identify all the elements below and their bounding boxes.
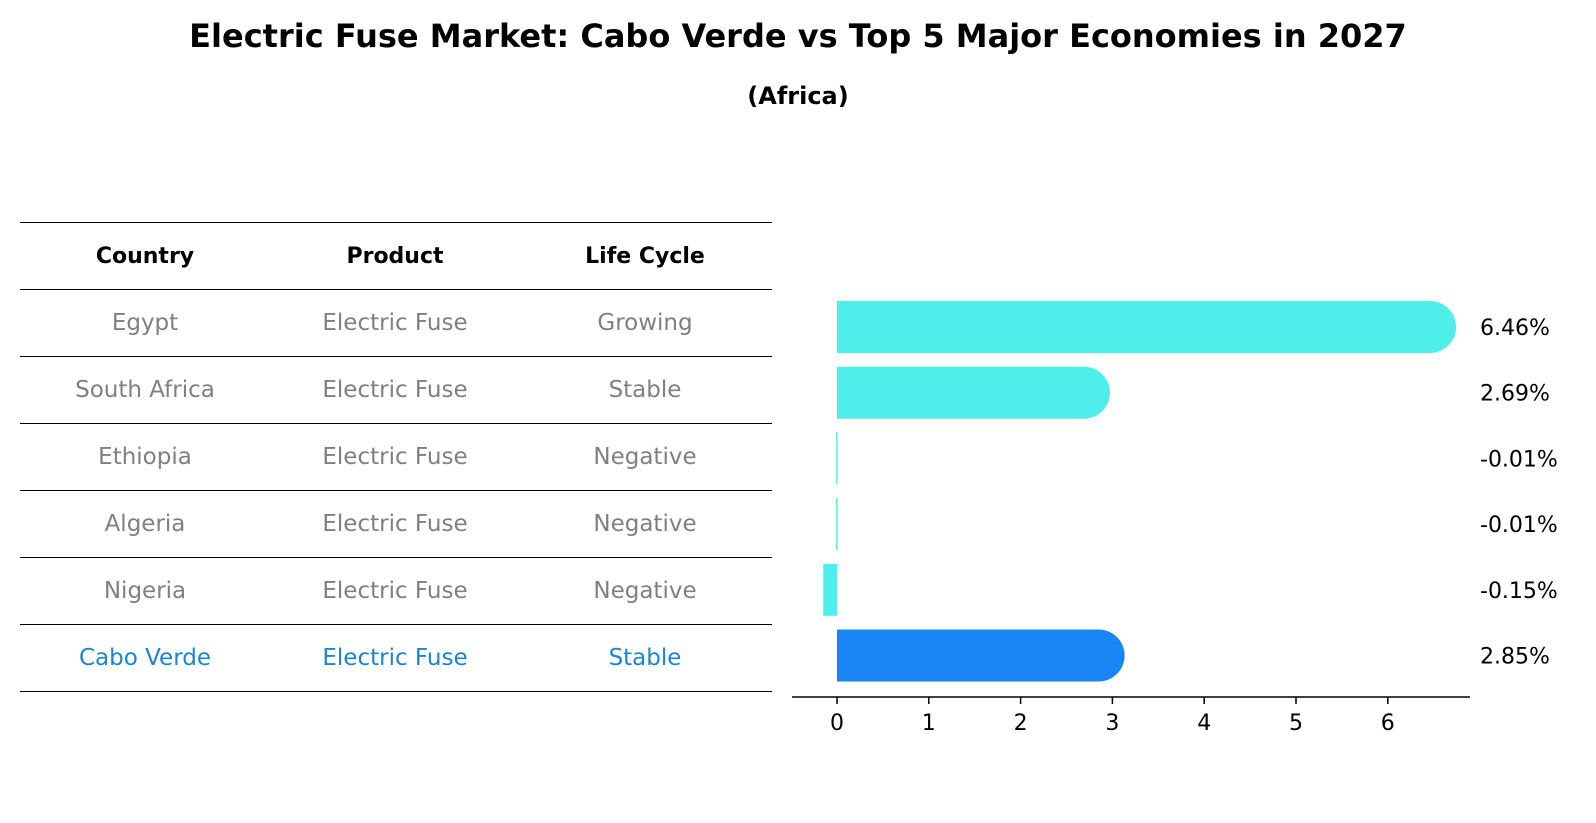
data-label: -0.01%: [1480, 447, 1558, 472]
bar: [837, 629, 1125, 682]
table-row: Egypt Electric Fuse Growing: [20, 289, 772, 356]
life-cycle-cell: Stable: [608, 645, 682, 671]
table-row: Nigeria Electric Fuse Negative: [20, 557, 772, 624]
product-cell: Electric Fuse: [322, 444, 468, 470]
x-tick-label: 1: [922, 711, 936, 736]
market-table: Country Product Life Cycle Egypt Electri…: [20, 222, 772, 692]
bar: [836, 498, 838, 551]
life-cycle-cell: Negative: [593, 578, 697, 604]
table-row-highlight: Cabo Verde Electric Fuse Stable: [20, 624, 772, 692]
bar: [823, 563, 837, 616]
country-cell: Ethiopia: [98, 444, 192, 470]
chart-title: Electric Fuse Market: Cabo Verde vs Top …: [189, 17, 1407, 55]
column-header-country: Country: [95, 243, 195, 269]
country-cell: South Africa: [75, 377, 215, 403]
bar: [837, 301, 1457, 353]
product-cell: Electric Fuse: [322, 578, 468, 604]
country-cell: Algeria: [104, 511, 186, 537]
data-label: 2.69%: [1480, 382, 1550, 407]
column-header-product: Product: [346, 243, 444, 269]
x-tick-label: 3: [1105, 711, 1119, 736]
data-label: -0.01%: [1480, 513, 1558, 538]
country-cell: Cabo Verde: [78, 645, 212, 671]
x-tick-label: 2: [1014, 711, 1028, 736]
life-cycle-cell: Negative: [593, 511, 697, 537]
country-cell: Nigeria: [103, 578, 187, 604]
x-tick-label: 6: [1381, 711, 1395, 736]
chart-subtitle: (Africa): [747, 82, 849, 110]
bar: [836, 432, 838, 485]
bar: [837, 366, 1110, 419]
x-tick-label: 0: [830, 711, 844, 736]
table-row: South Africa Electric Fuse Stable: [20, 356, 772, 423]
data-label: 6.46%: [1480, 316, 1550, 341]
product-cell: Electric Fuse: [322, 310, 468, 336]
data-label: -0.15%: [1480, 579, 1558, 604]
country-cell: Egypt: [111, 310, 179, 336]
life-cycle-cell: Growing: [597, 310, 693, 336]
table-row: Ethiopia Electric Fuse Negative: [20, 423, 772, 490]
product-cell: Electric Fuse: [322, 377, 468, 403]
life-cycle-cell: Stable: [608, 377, 682, 403]
column-header-life-cycle: Life Cycle: [585, 243, 705, 269]
table-row: Algeria Electric Fuse Negative: [20, 490, 772, 557]
data-label: 2.85%: [1480, 645, 1550, 670]
life-cycle-cell: Negative: [593, 444, 697, 470]
x-tick-label: 5: [1289, 711, 1303, 736]
product-cell: Electric Fuse: [322, 645, 468, 671]
product-cell: Electric Fuse: [322, 511, 468, 537]
x-tick-label: 4: [1197, 711, 1211, 736]
table-header-row: Country Product Life Cycle: [20, 222, 772, 289]
